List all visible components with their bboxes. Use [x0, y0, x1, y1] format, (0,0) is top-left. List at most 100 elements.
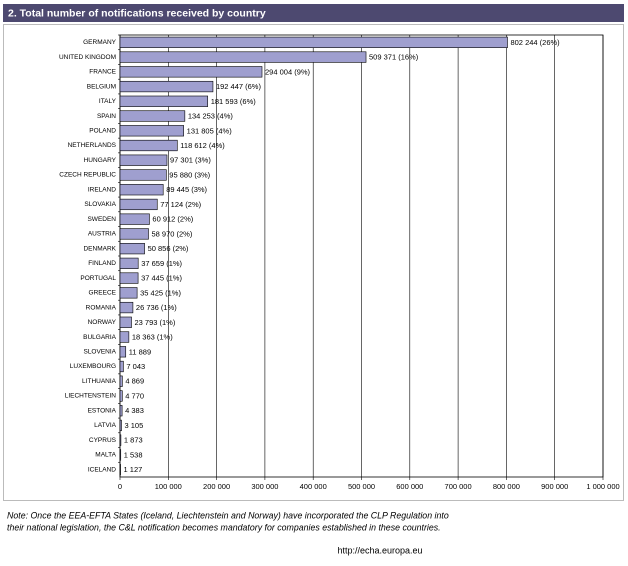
value-label: 37 659 (1%) [141, 259, 182, 268]
value-label: 1 538 [124, 450, 143, 459]
value-label: 77 124 (2%) [160, 200, 201, 209]
y-tick-label: MALTA [95, 452, 116, 459]
value-label: 134 253 (4%) [188, 112, 234, 121]
y-tick-label: CYPRUS [89, 437, 117, 444]
y-tick-label: LIECHTENSTEIN [65, 393, 117, 400]
y-tick-label: ROMANIA [86, 304, 117, 311]
bar [119, 184, 164, 196]
y-tick-label: NORWAY [88, 319, 117, 326]
x-tick-label: 900 000 [541, 482, 568, 491]
bar [119, 243, 145, 255]
bar [119, 169, 167, 181]
y-tick-label: ESTONIA [88, 407, 117, 414]
note: Note: Once the EEA-EFTA States (Iceland,… [7, 510, 449, 520]
value-label: 4 869 [125, 377, 144, 386]
bar [119, 257, 139, 269]
value-label: 35 425 (1%) [140, 288, 181, 297]
bar [119, 154, 168, 166]
value-label: 192 447 (6%) [216, 82, 262, 91]
y-tick-label: UNITED KINGDOM [59, 54, 116, 61]
x-tick-label: 700 000 [445, 482, 472, 491]
y-tick-label: BELGIUM [87, 83, 116, 90]
value-label: 181 593 (6%) [211, 97, 257, 106]
bar [119, 449, 122, 461]
y-tick-label: SLOVAKIA [84, 201, 116, 208]
y-tick-label: GERMANY [83, 39, 117, 46]
y-tick-label: FINLAND [88, 260, 116, 267]
value-label: 58 970 (2%) [151, 229, 192, 238]
value-label: 89 445 (3%) [166, 185, 207, 194]
bar [119, 464, 121, 476]
y-tick-label: PORTUGAL [80, 275, 116, 282]
bar [119, 375, 123, 387]
bar [119, 95, 209, 107]
y-tick-label: CZECH REPUBLIC [59, 172, 116, 179]
chart-frame [3, 24, 624, 501]
value-label: 37 445 (1%) [141, 274, 182, 283]
bar [119, 66, 263, 78]
value-label: 23 793 (1%) [134, 318, 175, 327]
value-label: 294 004 (9%) [265, 67, 311, 76]
y-tick-label: GREECE [89, 290, 117, 297]
bar [119, 110, 186, 122]
x-tick-label: 500 000 [348, 482, 375, 491]
value-label: 509 371 (16%) [369, 53, 419, 62]
bar [119, 139, 178, 152]
value-label: 97 301 (3%) [170, 156, 211, 165]
bar [119, 360, 124, 373]
value-label: 26 736 (1%) [136, 303, 177, 312]
y-tick-label: LATVIA [94, 422, 117, 429]
y-tick-label: AUSTRIA [88, 231, 117, 238]
y-tick-label: ICELAND [88, 466, 116, 473]
bar [119, 80, 214, 93]
value-label: 11 889 [129, 347, 151, 356]
value-label: 131 805 (4%) [187, 126, 233, 135]
y-tick-label: IRELAND [88, 186, 116, 193]
bar [119, 272, 139, 284]
x-tick-label: 300 000 [251, 482, 278, 491]
value-label: 95 880 (3%) [169, 170, 210, 179]
value-label: 118 612 (4%) [180, 141, 225, 150]
value-label: 60 912 (2%) [152, 215, 193, 224]
bar [119, 125, 184, 137]
bar [119, 331, 130, 343]
bar [119, 228, 149, 240]
source: http://echa.europa.eu [337, 545, 422, 555]
value-label: 1 127 [124, 465, 143, 474]
bar [119, 301, 134, 314]
x-tick-label: 100 000 [155, 482, 182, 491]
bar [119, 419, 122, 432]
y-tick-label: NETHERLANDS [68, 142, 117, 149]
y-tick-label: LUXEMBOURG [70, 363, 116, 370]
y-tick-label: SLOVENIA [83, 348, 116, 355]
title-bar [3, 4, 624, 22]
bar [119, 36, 508, 48]
bar [119, 51, 367, 63]
x-tick-label: 0 [118, 482, 122, 491]
value-label: 50 856 (2%) [148, 244, 189, 253]
x-tick-label: 600 000 [396, 482, 423, 491]
bar [119, 213, 150, 225]
note: their national legislation, the C&L noti… [7, 522, 441, 532]
value-label: 18 363 (1%) [132, 333, 173, 342]
y-tick-label: ITALY [99, 98, 117, 105]
x-tick-label: 800 000 [493, 482, 520, 491]
bar [119, 316, 132, 328]
y-tick-label: BULGARIA [83, 334, 117, 341]
value-label: 1 873 [124, 436, 143, 445]
y-tick-label: POLAND [89, 127, 116, 134]
bar [119, 198, 158, 211]
y-tick-label: HUNGARY [84, 157, 117, 164]
y-tick-label: LITHUANIA [82, 378, 117, 385]
bar [119, 405, 123, 417]
bar [119, 287, 138, 299]
y-tick-label: DENMARK [83, 245, 116, 252]
bar [119, 346, 127, 358]
y-tick-label: SWEDEN [87, 216, 116, 223]
x-tick-label: 200 000 [203, 482, 230, 491]
x-tick-label: 1 000 000 [586, 482, 619, 491]
value-label: 7 043 [126, 362, 145, 371]
value-label: 802 244 (26%) [510, 38, 560, 47]
